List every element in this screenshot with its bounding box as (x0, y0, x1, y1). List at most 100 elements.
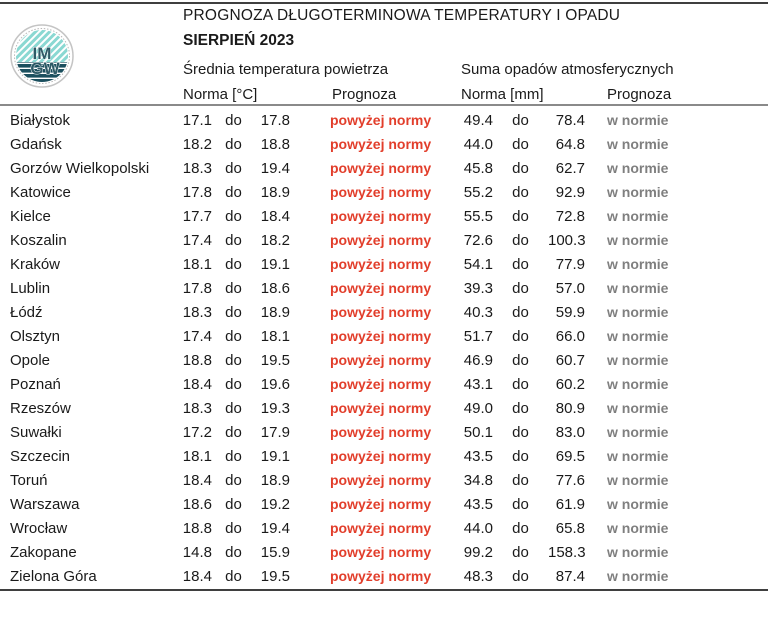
precip-norm-low-cell: 48.3 (463, 567, 493, 585)
precip-forecast-cell: w normie (607, 208, 669, 224)
temp-forecast-cell: powyżej normy (330, 160, 432, 176)
precip-norm-high-cell: 64.8 (555, 135, 585, 153)
temp-forecast-cell: powyżej normy (330, 112, 432, 128)
temp-range-word: do (225, 303, 242, 321)
temp-norm-high-cell: 19.4 (260, 519, 290, 537)
city-cell: Rzeszów (10, 399, 71, 417)
report-month: SIERPIEŃ 2023 (183, 32, 295, 49)
city-cell: Zakopane (10, 543, 77, 561)
precip-norm-high-cell: 61.9 (555, 495, 585, 513)
city-cell: Toruń (10, 471, 48, 489)
city-cell: Katowice (10, 183, 71, 201)
temp-norm-low-cell: 18.3 (182, 399, 212, 417)
temp-range-word: do (225, 447, 242, 465)
temp-range-word: do (225, 471, 242, 489)
precip-norm-low-cell: 55.2 (463, 183, 493, 201)
precip-norm-low-cell: 43.5 (463, 447, 493, 465)
temp-range-word: do (225, 351, 242, 369)
city-cell: Warszawa (10, 495, 80, 513)
table-row: Szczecin 18.1 do 19.1 powyżej normy 43.5… (0, 444, 768, 468)
temp-forecast-cell: powyżej normy (330, 232, 432, 248)
city-cell: Kielce (10, 207, 51, 225)
temp-norm-high-cell: 19.5 (260, 351, 290, 369)
temp-norm-low-cell: 17.7 (182, 207, 212, 225)
temp-norm-high-cell: 19.1 (260, 255, 290, 273)
temp-norm-low-cell: 18.3 (182, 159, 212, 177)
temp-forecast-column-header: Prognoza (332, 86, 397, 103)
temp-forecast-cell: powyżej normy (330, 400, 432, 416)
precip-range-word: do (512, 255, 529, 273)
precip-forecast-column-header: Prognoza (607, 86, 672, 103)
temp-norm-high-cell: 19.2 (260, 495, 290, 513)
table-row: Rzeszów 18.3 do 19.3 powyżej normy 49.0 … (0, 396, 768, 420)
table-row: Koszalin 17.4 do 18.2 powyżej normy 72.6… (0, 228, 768, 252)
temp-norm-high-cell: 17.8 (260, 111, 290, 129)
table-row: Olsztyn 17.4 do 18.1 powyżej normy 51.7 … (0, 324, 768, 348)
precip-forecast-cell: w normie (607, 280, 669, 296)
precip-range-word: do (512, 183, 529, 201)
temp-forecast-cell: powyżej normy (330, 136, 432, 152)
precip-range-word: do (512, 423, 529, 441)
precip-range-word: do (512, 159, 529, 177)
imgw-logo: IM GW (10, 24, 74, 88)
temp-norm-high-cell: 18.9 (260, 303, 290, 321)
temp-norm-high-cell: 18.6 (260, 279, 290, 297)
temp-norm-high-cell: 19.6 (260, 375, 290, 393)
precip-norm-high-cell: 66.0 (555, 327, 585, 345)
temp-norm-low-cell: 18.4 (182, 567, 212, 585)
temp-range-word: do (225, 495, 242, 513)
precip-forecast-cell: w normie (607, 376, 669, 392)
precip-norm-low-cell: 55.5 (463, 207, 493, 225)
city-cell: Suwałki (10, 423, 62, 441)
precip-norm-low-cell: 44.0 (463, 519, 493, 537)
table-row: Opole 18.8 do 19.5 powyżej normy 46.9 do… (0, 348, 768, 372)
precip-forecast-cell: w normie (607, 160, 669, 176)
temp-forecast-cell: powyżej normy (330, 520, 432, 536)
precip-range-word: do (512, 543, 529, 561)
temp-norm-low-cell: 14.8 (182, 543, 212, 561)
precip-forecast-cell: w normie (607, 232, 669, 248)
precip-forecast-cell: w normie (607, 112, 669, 128)
city-cell: Koszalin (10, 231, 67, 249)
city-cell: Olsztyn (10, 327, 61, 345)
temperature-group-header: Średnia temperatura powietrza (183, 61, 389, 78)
temp-forecast-cell: powyżej normy (330, 328, 432, 344)
table-row: Warszawa 18.6 do 19.2 powyżej normy 43.5… (0, 492, 768, 516)
precip-norm-high-cell: 57.0 (555, 279, 585, 297)
precip-norm-low-cell: 34.8 (463, 471, 493, 489)
temp-norm-low-cell: 17.4 (182, 327, 212, 345)
temp-forecast-cell: powyżej normy (330, 568, 432, 584)
temp-norm-low-cell: 17.2 (182, 423, 212, 441)
precip-forecast-cell: w normie (607, 568, 669, 584)
precip-norm-high-cell: 77.9 (555, 255, 585, 273)
temp-norm-low-cell: 18.8 (182, 519, 212, 537)
precip-forecast-cell: w normie (607, 256, 669, 272)
city-cell: Łódź (10, 303, 43, 321)
header-separator-line (0, 104, 768, 106)
precip-range-word: do (512, 111, 529, 129)
precip-norm-high-cell: 62.7 (555, 159, 585, 177)
temp-range-word: do (225, 207, 242, 225)
city-cell: Wrocław (10, 519, 68, 537)
table-row: Suwałki 17.2 do 17.9 powyżej normy 50.1 … (0, 420, 768, 444)
temp-forecast-cell: powyżej normy (330, 352, 432, 368)
temp-range-word: do (225, 231, 242, 249)
precip-forecast-cell: w normie (607, 304, 669, 320)
table-row: Zielona Góra 18.4 do 19.5 powyżej normy … (0, 564, 768, 588)
temp-forecast-cell: powyżej normy (330, 304, 432, 320)
table-row: Lublin 17.8 do 18.6 powyżej normy 39.3 d… (0, 276, 768, 300)
precip-norm-low-cell: 99.2 (463, 543, 493, 561)
city-cell: Opole (10, 351, 51, 369)
precip-forecast-cell: w normie (607, 544, 669, 560)
city-cell: Szczecin (10, 447, 71, 465)
temp-norm-high-cell: 18.9 (260, 471, 290, 489)
precip-norm-low-cell: 39.3 (463, 279, 493, 297)
temp-range-word: do (225, 255, 242, 273)
temp-norm-low-cell: 17.8 (182, 183, 212, 201)
precip-norm-high-cell: 158.3 (548, 543, 586, 561)
temp-forecast-cell: powyżej normy (330, 544, 432, 560)
precip-range-word: do (512, 375, 529, 393)
precip-range-word: do (512, 207, 529, 225)
precip-norm-low-cell: 40.3 (463, 303, 493, 321)
